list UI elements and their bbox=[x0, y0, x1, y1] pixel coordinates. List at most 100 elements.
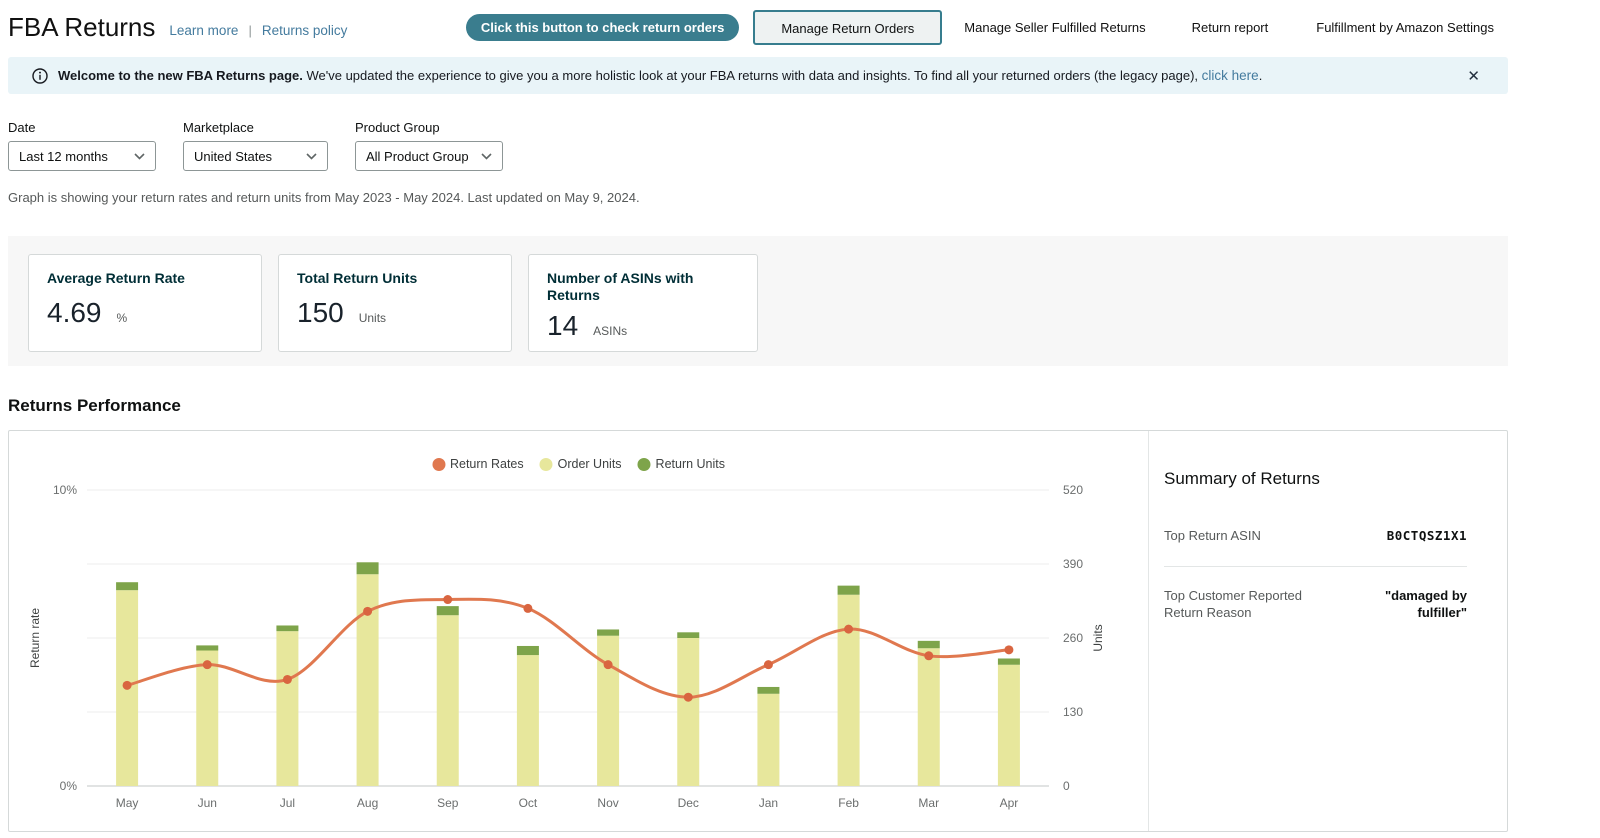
date-select[interactable]: Last 12 months bbox=[8, 141, 156, 171]
summary-panel: Summary of Returns Top Return ASIN B0CTQ… bbox=[1148, 431, 1507, 831]
return-rate-point bbox=[283, 675, 292, 684]
return-rate-point bbox=[523, 604, 532, 613]
legend-label: Return Units bbox=[656, 457, 725, 471]
metric-card-asins-with-returns: Number of ASINs with Returns 14 ASINs bbox=[528, 254, 758, 352]
summary-row-label: Top Return ASIN bbox=[1164, 527, 1332, 544]
product-group-select[interactable]: All Product Group bbox=[355, 141, 503, 171]
learn-more-link[interactable]: Learn more bbox=[169, 23, 238, 38]
returns-performance-chart[interactable]: 520390260130010%0%Return rateUnitsMayJun… bbox=[9, 431, 1148, 831]
x-axis-label: Dec bbox=[678, 796, 699, 810]
bar-return-units bbox=[276, 625, 298, 631]
marketplace-filter-label: Marketplace bbox=[183, 120, 328, 135]
returns-performance-card: Return Rates Order Units Return Units 52… bbox=[8, 430, 1508, 832]
x-axis-label: Oct bbox=[519, 796, 538, 810]
nav-fulfillment-by-amazon-settings[interactable]: Fulfillment by Amazon Settings bbox=[1316, 20, 1494, 35]
return-rate-point bbox=[764, 660, 773, 669]
bar-return-units bbox=[918, 641, 940, 648]
bar-return-units bbox=[597, 629, 619, 635]
summary-row-label: Top Customer Reported Return Reason bbox=[1164, 587, 1332, 621]
return-rate-point bbox=[924, 651, 933, 660]
bar-return-units bbox=[116, 582, 138, 590]
summary-row-top-return-reason: Top Customer Reported Return Reason "dam… bbox=[1164, 587, 1467, 621]
bar-return-units bbox=[437, 606, 459, 615]
header-links: Learn more | Returns policy bbox=[169, 23, 347, 38]
x-axis-label: Nov bbox=[597, 796, 618, 810]
banner-text: Welcome to the new FBA Returns page. We'… bbox=[58, 68, 1262, 83]
section-title: Returns Performance bbox=[8, 396, 1508, 416]
date-select-value: Last 12 months bbox=[19, 149, 108, 164]
metric-unit: % bbox=[117, 311, 128, 325]
legend-item-return-units[interactable]: Return Units bbox=[638, 457, 725, 471]
right-axis-title: Units bbox=[1091, 624, 1105, 651]
page-title: FBA Returns bbox=[8, 12, 155, 43]
legend-dot-order-units bbox=[540, 458, 553, 471]
product-group-select-value: All Product Group bbox=[366, 149, 469, 164]
banner-close-icon[interactable]: ✕ bbox=[1463, 65, 1484, 87]
product-group-filter: Product Group All Product Group bbox=[355, 120, 503, 171]
bar-return-units bbox=[838, 586, 860, 595]
bar-return-units bbox=[998, 658, 1020, 664]
chart-area: Return Rates Order Units Return Units 52… bbox=[9, 431, 1148, 831]
metric-card-average-return-rate: Average Return Rate 4.69 % bbox=[28, 254, 262, 352]
x-axis-label: Aug bbox=[357, 796, 378, 810]
right-axis-tick: 260 bbox=[1063, 631, 1083, 645]
left-axis-tick: 10% bbox=[53, 483, 77, 497]
summary-title: Summary of Returns bbox=[1164, 469, 1467, 489]
metric-unit: ASINs bbox=[593, 324, 627, 338]
marketplace-select[interactable]: United States bbox=[183, 141, 328, 171]
return-rate-point bbox=[443, 595, 452, 604]
bar-order-units bbox=[357, 574, 379, 786]
click-here-link[interactable]: click here bbox=[1202, 68, 1259, 83]
right-axis-tick: 390 bbox=[1063, 557, 1083, 571]
x-axis-label: Jun bbox=[198, 796, 217, 810]
metric-value: 14 bbox=[547, 310, 578, 342]
product-group-filter-label: Product Group bbox=[355, 120, 503, 135]
banner-suffix: . bbox=[1259, 68, 1263, 83]
chart-legend: Return Rates Order Units Return Units bbox=[432, 457, 725, 471]
fba-returns-page: FBA Returns Learn more | Returns policy … bbox=[8, 0, 1508, 832]
metric-unit: Units bbox=[359, 311, 386, 325]
nav-return-report[interactable]: Return report bbox=[1192, 20, 1269, 35]
return-rate-point bbox=[123, 681, 132, 690]
top-return-reason-value: "damaged by fulfiller" bbox=[1337, 587, 1467, 621]
legend-item-return-rates[interactable]: Return Rates bbox=[432, 457, 524, 471]
chevron-down-icon bbox=[481, 153, 492, 160]
bar-order-units bbox=[276, 631, 298, 786]
check-return-orders-tooltip-button[interactable]: Click this button to check return orders bbox=[466, 14, 739, 41]
marketplace-select-value: United States bbox=[194, 149, 272, 164]
bar-order-units bbox=[677, 638, 699, 786]
bar-return-units bbox=[196, 645, 218, 650]
x-axis-label: Feb bbox=[838, 796, 859, 810]
bar-return-units bbox=[677, 632, 699, 638]
legend-dot-return-units bbox=[638, 458, 651, 471]
filters-bar: Date Last 12 months Marketplace United S… bbox=[8, 120, 1508, 171]
metric-title: Number of ASINs with Returns bbox=[547, 270, 707, 304]
bar-return-units bbox=[517, 646, 539, 655]
nav-manage-seller-fulfilled-returns[interactable]: Manage Seller Fulfilled Returns bbox=[964, 20, 1145, 35]
metric-title: Average Return Rate bbox=[47, 270, 207, 287]
chevron-down-icon bbox=[306, 153, 317, 160]
right-axis-tick: 0 bbox=[1063, 779, 1070, 793]
top-return-asin-value: B0CTQSZ1X1 bbox=[1332, 527, 1467, 544]
bar-order-units bbox=[918, 648, 940, 786]
bar-order-units bbox=[517, 655, 539, 786]
returns-policy-link[interactable]: Returns policy bbox=[262, 23, 348, 38]
x-axis-label: May bbox=[116, 796, 139, 810]
welcome-banner: Welcome to the new FBA Returns page. We'… bbox=[8, 57, 1508, 94]
right-axis-tick: 130 bbox=[1063, 705, 1083, 719]
manage-return-orders-button[interactable]: Manage Return Orders bbox=[753, 10, 942, 45]
date-filter-label: Date bbox=[8, 120, 156, 135]
link-separator: | bbox=[248, 23, 251, 38]
legend-item-order-units[interactable]: Order Units bbox=[540, 457, 622, 471]
left-axis-title: Return rate bbox=[28, 608, 42, 668]
return-rate-point bbox=[844, 625, 853, 634]
metric-title: Total Return Units bbox=[297, 270, 457, 287]
x-axis-label: Sep bbox=[437, 796, 459, 810]
header-actions: Click this button to check return orders… bbox=[466, 10, 1494, 45]
bar-order-units bbox=[757, 694, 779, 786]
page-header: FBA Returns Learn more | Returns policy … bbox=[8, 0, 1508, 46]
metric-value: 150 bbox=[297, 297, 344, 329]
metric-value: 4.69 bbox=[47, 297, 102, 329]
banner-bold-text: Welcome to the new FBA Returns page. bbox=[58, 68, 303, 83]
info-icon bbox=[32, 68, 48, 84]
